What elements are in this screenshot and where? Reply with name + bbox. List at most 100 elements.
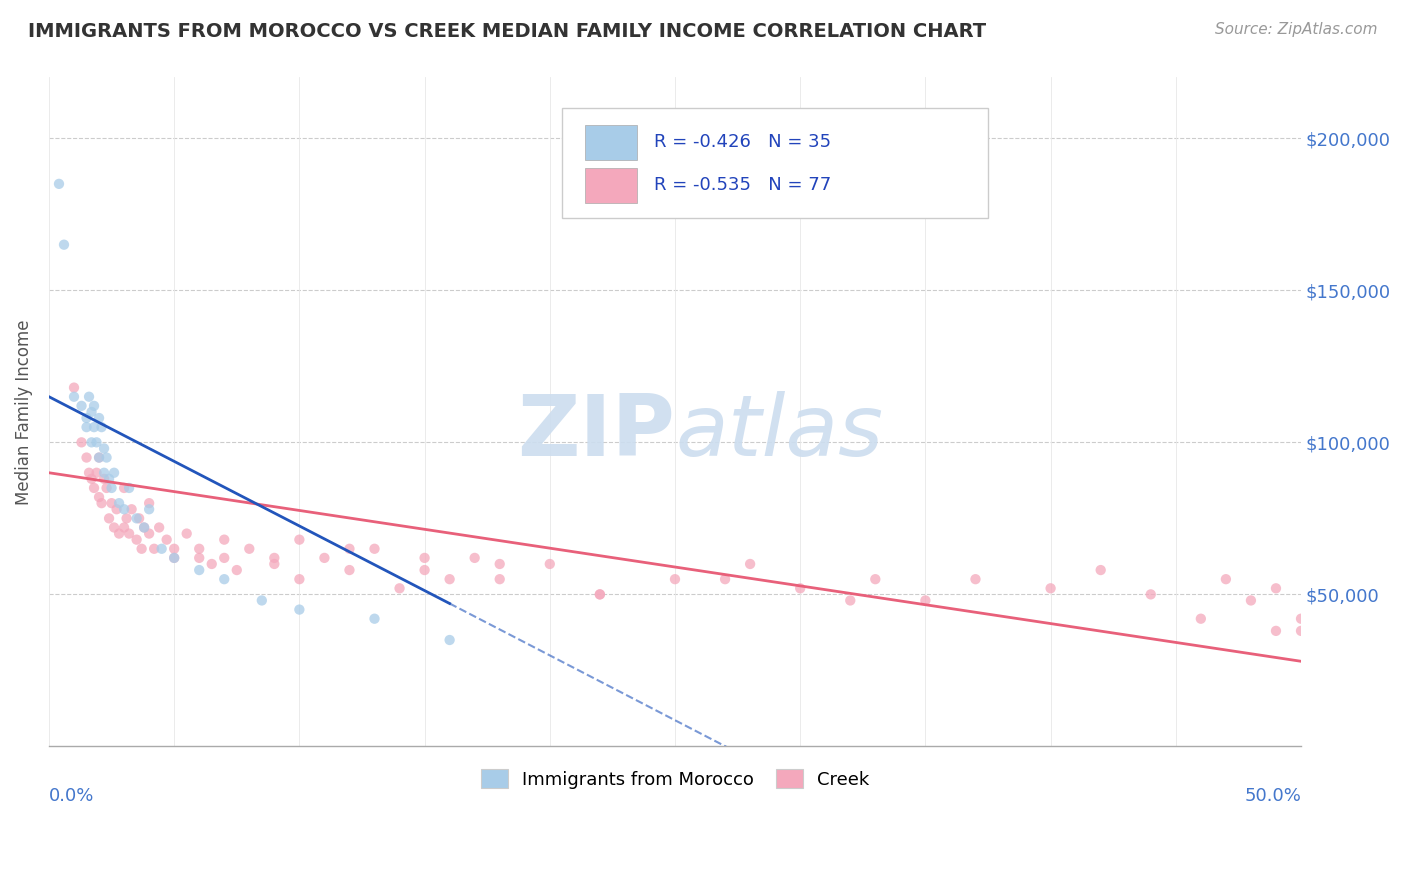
Point (413, 563, 436, 577)
Text: ZIP: ZIP (517, 391, 675, 474)
Point (288, 533, 311, 547)
Point (789, 582, 811, 596)
FancyBboxPatch shape (585, 125, 637, 160)
Point (188, 563, 211, 577)
Point (214, 572, 236, 586)
Point (865, 572, 887, 586)
Point (90, 420, 112, 434)
Text: atlas: atlas (675, 391, 883, 474)
Point (714, 572, 737, 586)
Point (1265, 624, 1288, 638)
Point (76, 420, 98, 434)
Point (589, 587, 612, 601)
Point (125, 511, 148, 525)
Point (464, 550, 486, 565)
Point (83, 399, 105, 413)
Point (77, 390, 100, 404)
Point (538, 557, 561, 571)
Point (63, 381, 86, 395)
Point (1289, 612, 1312, 626)
Point (80, 405, 103, 419)
Point (163, 550, 186, 565)
Point (76, 450, 98, 465)
Point (96, 481, 118, 495)
Point (163, 550, 186, 565)
Point (225, 563, 247, 577)
Point (250, 593, 273, 607)
Point (98, 511, 121, 525)
Point (363, 612, 385, 626)
Point (339, 541, 361, 556)
Point (76, 411, 98, 425)
Point (388, 582, 411, 596)
Point (1139, 587, 1161, 601)
Point (87, 450, 110, 465)
Point (87, 490, 110, 504)
Point (488, 557, 510, 571)
Point (1289, 624, 1312, 638)
Point (105, 502, 128, 516)
Point (288, 602, 311, 616)
Point (96, 450, 118, 465)
Point (87, 450, 110, 465)
Point (86, 435, 108, 450)
Point (48, 177, 70, 191)
Point (176, 526, 198, 541)
Point (1039, 582, 1062, 596)
Point (1240, 593, 1263, 607)
Legend: Immigrants from Morocco, Creek: Immigrants from Morocco, Creek (471, 760, 879, 797)
Point (1189, 612, 1212, 626)
Point (238, 541, 260, 556)
Point (150, 541, 173, 556)
Point (83, 420, 105, 434)
Point (163, 541, 186, 556)
Point (363, 541, 385, 556)
Point (263, 557, 285, 571)
Y-axis label: Median Family Income: Median Family Income (15, 319, 32, 505)
Point (965, 572, 987, 586)
Point (188, 541, 211, 556)
Point (86, 466, 108, 480)
Point (93, 472, 115, 486)
Point (138, 502, 160, 516)
Point (115, 511, 138, 525)
Point (98, 472, 121, 486)
Point (201, 557, 224, 571)
Point (914, 593, 936, 607)
Point (131, 541, 153, 556)
Point (112, 502, 135, 516)
Point (90, 496, 112, 510)
Point (1215, 572, 1237, 586)
Point (53, 237, 76, 252)
Point (80, 435, 103, 450)
Point (214, 533, 236, 547)
Point (314, 550, 336, 565)
Point (339, 563, 361, 577)
Text: R = -0.535   N = 77: R = -0.535 N = 77 (654, 176, 831, 194)
Point (121, 502, 143, 516)
Point (488, 572, 510, 586)
Point (148, 520, 170, 534)
Point (100, 481, 122, 495)
Point (288, 572, 311, 586)
Point (664, 572, 686, 586)
Point (108, 526, 131, 541)
Point (439, 572, 461, 586)
Point (839, 593, 862, 607)
Point (112, 481, 135, 495)
Point (134, 520, 156, 534)
Point (143, 541, 166, 556)
Point (1265, 582, 1288, 596)
Point (80, 472, 103, 486)
FancyBboxPatch shape (585, 168, 637, 202)
Point (77, 466, 100, 480)
Point (118, 481, 141, 495)
Point (214, 550, 236, 565)
Point (112, 520, 135, 534)
Point (740, 557, 762, 571)
Point (138, 496, 160, 510)
Text: 0.0%: 0.0% (49, 787, 94, 805)
Text: R = -0.426   N = 35: R = -0.426 N = 35 (654, 133, 831, 152)
Point (439, 632, 461, 647)
Point (125, 533, 148, 547)
